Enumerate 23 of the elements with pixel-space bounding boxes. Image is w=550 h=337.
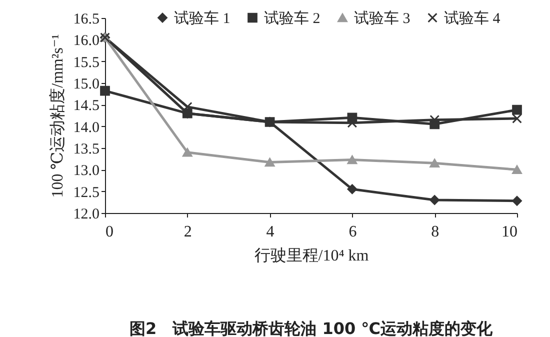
y-axis-title: 100 ℃运动粘度/mm²s⁻¹ (48, 34, 66, 198)
y-tick-label: 15.5 (73, 54, 100, 71)
x-tick-label: 4 (266, 224, 274, 240)
y-tick-label: 15.0 (73, 76, 100, 92)
y-tick-label: 12.0 (73, 206, 100, 222)
legend-label: 试验车 1 (174, 10, 230, 27)
legend-label: 试验车 4 (444, 10, 501, 27)
x-axis-title: 行驶里程/10⁴ km (254, 246, 370, 264)
y-tick-label: 16.0 (73, 33, 100, 50)
y-tick-label: 13.0 (73, 163, 100, 180)
y-tick-label: 12.5 (73, 184, 100, 201)
legend-label: 试验车 3 (354, 10, 410, 27)
x-tick-label: 6 (348, 224, 357, 240)
x-tick-label: 8 (431, 224, 440, 240)
x-tick-label: 10 (502, 224, 518, 240)
y-tick-label: 14.5 (73, 98, 100, 114)
y-tick-label: 13.5 (73, 142, 100, 158)
text: 图2 试验车驱动桥齿轮油 100 ℃运动粘度的变化 (129, 319, 494, 337)
y-tick-label: 16.5 (73, 12, 100, 28)
y-tick-label: 14.0 (73, 120, 100, 136)
x-tick-label: 2 (184, 224, 192, 240)
x-tick-label: 0 (106, 224, 114, 240)
legend-label: 试验车 2 (264, 10, 320, 27)
